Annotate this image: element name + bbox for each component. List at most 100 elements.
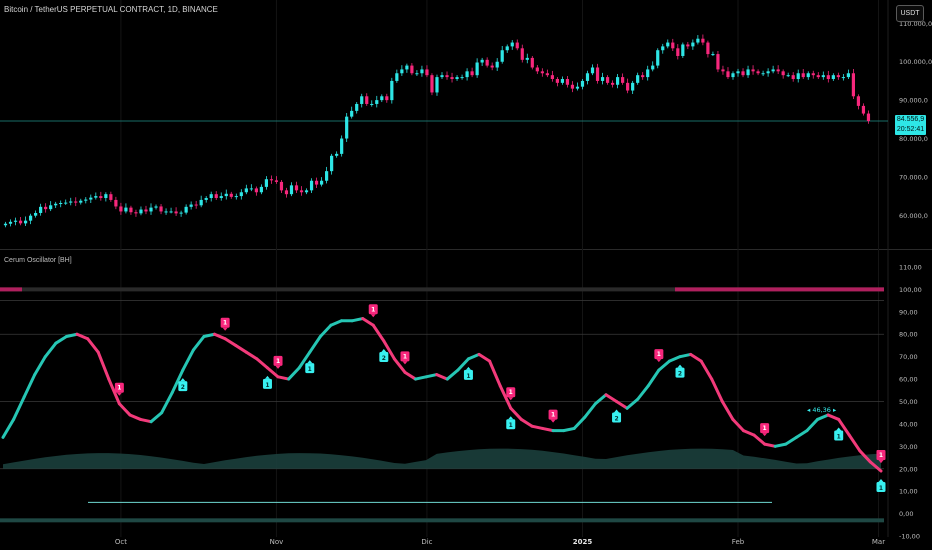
oscillator-tick-label: 30,00 [899,443,918,451]
bullish-signal-pointer [465,366,471,370]
bearish-signal-pointer [402,361,408,365]
bearish-signal-label: 1 [879,452,883,459]
candle-body [701,38,705,43]
candle-body [224,193,228,197]
candle-body [355,103,359,111]
oscillator-segment [33,355,47,377]
candle-body [666,42,670,47]
time-axis-label: Nov [270,538,284,546]
oscillator-segment [689,352,703,363]
candle-body [786,75,790,77]
candle-body [134,212,138,214]
oscillator-segment [593,393,608,406]
candle-body [711,54,715,56]
oscillator-segment [530,424,544,430]
candle-body [74,201,78,203]
candle-body [791,75,795,80]
bearish-signal-marker [400,351,410,362]
candle-body [851,73,856,97]
oscillator-last-value: ◂ 46,36 ▸ [807,406,837,414]
time-axis-label: Oct [115,538,127,546]
candle-body [475,62,479,76]
oscillator-line [1,317,883,473]
oscillator-segment [646,368,661,388]
oscillator-tick-label: 10,00 [899,488,918,496]
oscillator-segment [244,350,259,361]
indicator-title[interactable]: Cerum Oscillator [BH] [4,257,72,264]
oscillator-segment [456,357,470,372]
bearish-signal-pointer [508,397,514,401]
bottom-band [0,518,884,523]
candle-body [440,75,444,78]
oscillator-segment [816,413,830,421]
bullish-signal-marker [506,419,516,430]
oscillator-segment [403,370,418,381]
candle-body [721,69,725,72]
candle-body [104,194,108,199]
bearish-signal-label: 1 [657,351,661,358]
candle-body [731,73,735,78]
oscillator-segment [625,397,640,410]
candle-body [304,190,309,193]
oscillator-tick-label: -10,00 [899,533,920,541]
oscillator-segment [276,375,291,381]
candle-body [59,203,63,205]
time-axis-label: Feb [732,538,745,546]
top-band-bear-left [0,287,22,292]
last-price-value: 84.556,9 [896,116,925,123]
bearish-signal-marker [548,409,558,420]
bearish-signal-pointer [116,392,122,396]
candle-body [500,50,504,62]
candle-body [64,202,68,204]
bar-countdown: 20:52:41 [896,126,925,133]
oscillator-segment [371,323,386,343]
top-band [0,287,884,292]
candle-body [184,206,188,213]
candle-body [204,198,208,200]
oscillator-segment [361,317,375,327]
oscillator-segment [382,339,396,361]
bearish-signal-marker [114,382,124,393]
oscillator-tick-label: 0,00 [899,510,913,518]
oscillator-segment [392,357,407,374]
candle-body [244,188,248,193]
oscillator-segment [466,352,481,361]
bullish-signal-label: 1 [837,433,841,440]
candle-body [676,48,680,56]
oscillator-segment [826,413,841,421]
oscillator-segment [287,366,301,381]
oscillator-segment [424,373,439,379]
bearish-signal-marker [220,317,230,328]
bearish-signal-pointer [762,433,768,437]
oscillator-segment [847,433,862,453]
candle-body [565,79,570,85]
oscillator-segment [477,352,492,363]
candle-body [621,77,625,83]
candle-body [194,204,198,206]
candle-body [575,86,580,89]
bullish-signal-label: 2 [678,371,682,378]
oscillator-segment [519,417,534,428]
candle-body [761,73,765,75]
candle-body [99,196,103,199]
oscillator-segment [54,334,68,345]
oscillator-tick-label: 40,00 [899,420,918,428]
oscillator-segment [181,348,195,372]
oscillator-segment [540,426,555,433]
candle-body [590,67,595,74]
oscillator-segment [583,402,597,419]
candle-body [259,186,263,193]
bearish-signal-pointer [275,365,281,369]
candle-body [274,180,279,182]
candle-body [751,69,755,72]
bullish-signal-label: 1 [308,366,312,373]
lower-area [3,448,881,469]
bullish-signal-pointer [307,360,313,364]
candle-body [681,44,685,56]
currency-button[interactable]: USDT [896,5,924,22]
oscillator-segment [572,415,587,430]
candle-body [626,82,630,91]
candle-body [299,190,304,193]
candle-body [510,42,514,47]
